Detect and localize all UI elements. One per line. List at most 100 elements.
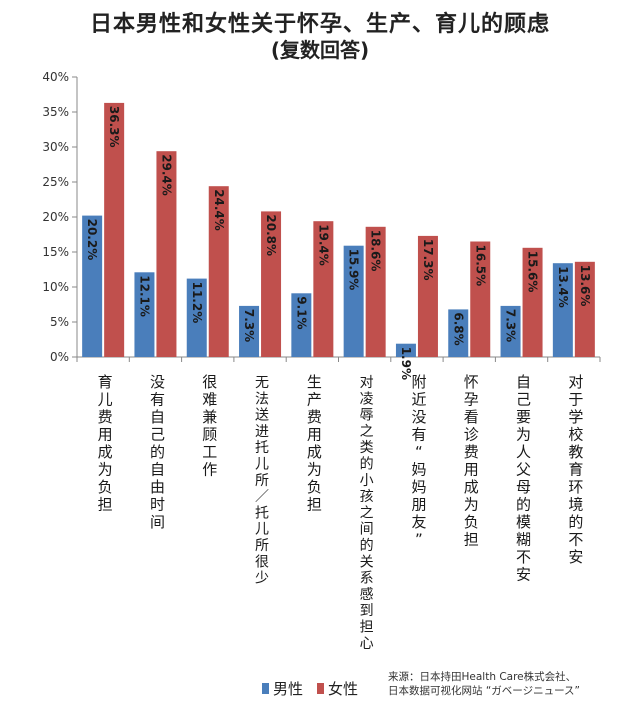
data-label-female: 17.3% [421, 239, 435, 281]
bar-male [343, 245, 364, 357]
category-label-char: ” [415, 531, 423, 549]
chart-subtitle: (复数回答) [270, 38, 370, 62]
category-label-char: 难 [202, 391, 217, 409]
category-label-char: 类 [360, 440, 374, 456]
data-label-male: 9.1% [294, 296, 308, 329]
bar-female [417, 235, 438, 357]
bar-male [186, 278, 207, 357]
category-label-char: 人 [516, 443, 531, 461]
category-label-char: 儿 [98, 391, 113, 409]
category-label-char: 送 [255, 408, 269, 424]
category-label-char: 不 [516, 548, 531, 566]
bar-male [239, 305, 260, 357]
category-label-char: 之 [360, 424, 374, 440]
category-label-char: 系 [360, 571, 374, 587]
bar-male [395, 343, 416, 357]
category-label-char: 环 [568, 478, 583, 496]
data-label-male: 11.2% [190, 282, 204, 324]
category-label-char: 的 [568, 513, 583, 531]
category-label-char: 有 [411, 426, 426, 444]
category-label-char: 为 [464, 496, 479, 514]
y-tick-label: 40% [42, 70, 69, 84]
category-label-char: 费 [464, 443, 479, 461]
data-label-male: 20.2% [85, 219, 99, 261]
legend-label-male: 男性 [273, 680, 304, 698]
category-label-char: 糊 [516, 531, 531, 549]
category-label-char: 己 [516, 391, 531, 409]
legend-label-female: 女性 [328, 680, 359, 698]
category-label-char: 间 [150, 513, 165, 531]
category-label-char: 妈 [411, 461, 426, 479]
data-label-male: 6.8% [451, 312, 465, 345]
category-label-char: 间 [360, 522, 374, 538]
category-label-char: 成 [98, 443, 113, 461]
category-label-char: 没 [411, 408, 426, 426]
category-label-char: 育 [98, 373, 113, 391]
category-label-char: 朋 [411, 496, 426, 514]
data-label-female: 36.3% [107, 106, 121, 148]
bar-female [470, 241, 491, 357]
category-label-char: 之 [360, 505, 374, 521]
category-label-char: 心 [360, 636, 374, 652]
category-label-char: 托 [255, 505, 269, 521]
category-label-char: 托 [255, 440, 269, 456]
category-label-char: 学 [568, 408, 583, 426]
category-label-char: 担 [464, 531, 479, 549]
category-label-char: 怀 [464, 373, 479, 391]
category-label-char: 成 [307, 443, 322, 461]
y-tick-label: 20% [42, 210, 69, 224]
category-label-char: 负 [307, 478, 322, 496]
category-label-char: 育 [568, 461, 583, 479]
category-label-char: 顾 [202, 426, 217, 444]
category-label-char: 没 [150, 373, 165, 391]
category-label-char: 妈 [411, 478, 426, 496]
data-label-female: 13.6% [578, 265, 592, 307]
category-label-char: 负 [464, 513, 479, 531]
category-label-char: 自 [516, 373, 531, 391]
category-label-char: 诊 [464, 426, 479, 444]
category-label-char: 法 [255, 391, 269, 407]
category-label-char: 近 [411, 391, 426, 409]
y-tick-label: 0% [50, 350, 69, 364]
bar-female [365, 226, 386, 357]
y-tick-label: 25% [42, 175, 69, 189]
legend-item-female: 女性 [317, 678, 358, 699]
category-label-char: 校 [568, 426, 583, 444]
category-label-char: 为 [516, 426, 531, 444]
category-label-char: 所 [255, 538, 269, 554]
bar-female [156, 151, 177, 357]
category-label-char: 进 [255, 424, 269, 440]
category-label-char: 的 [150, 443, 165, 461]
data-label-female: 18.6% [369, 230, 383, 272]
bar-male [291, 293, 312, 357]
category-label-char: 附 [411, 373, 426, 391]
category-label-char: 的 [360, 457, 374, 473]
category-label-char: 儿 [255, 522, 269, 538]
category-label-char: 孩 [360, 489, 374, 505]
data-label-male: 1.9% [399, 347, 413, 380]
data-label-female: 19.4% [316, 224, 330, 266]
category-label-char: 小 [360, 473, 374, 489]
bar-female [104, 102, 125, 358]
source-note: 来源：日本持田Health Care株式会社、 日本数据可视化网站 “ガベージニ… [388, 670, 638, 698]
category-label-char: 生 [307, 373, 322, 391]
bar-male [552, 263, 573, 357]
category-label-char: 模 [516, 513, 531, 531]
category-label-char: 费 [98, 408, 113, 426]
category-label-char: 到 [360, 603, 374, 619]
bar-female [522, 247, 543, 357]
category-label-char: 的 [360, 538, 374, 554]
category-label-char: 境 [568, 496, 583, 514]
bar-female [313, 221, 334, 357]
legend-swatch-female [317, 683, 325, 694]
legend: 男性 女性 [262, 678, 372, 699]
category-label-char: 很 [255, 554, 269, 570]
category-label-char: 不 [568, 531, 583, 549]
y-tick-label: 30% [42, 140, 69, 154]
category-label-char: 的 [516, 496, 531, 514]
data-label-female: 29.4% [159, 154, 173, 196]
category-label-char: 很 [202, 373, 217, 391]
source-line-2: 日本数据可视化网站 “ガベージニュース” [388, 685, 580, 697]
category-label-char: 用 [98, 426, 113, 444]
